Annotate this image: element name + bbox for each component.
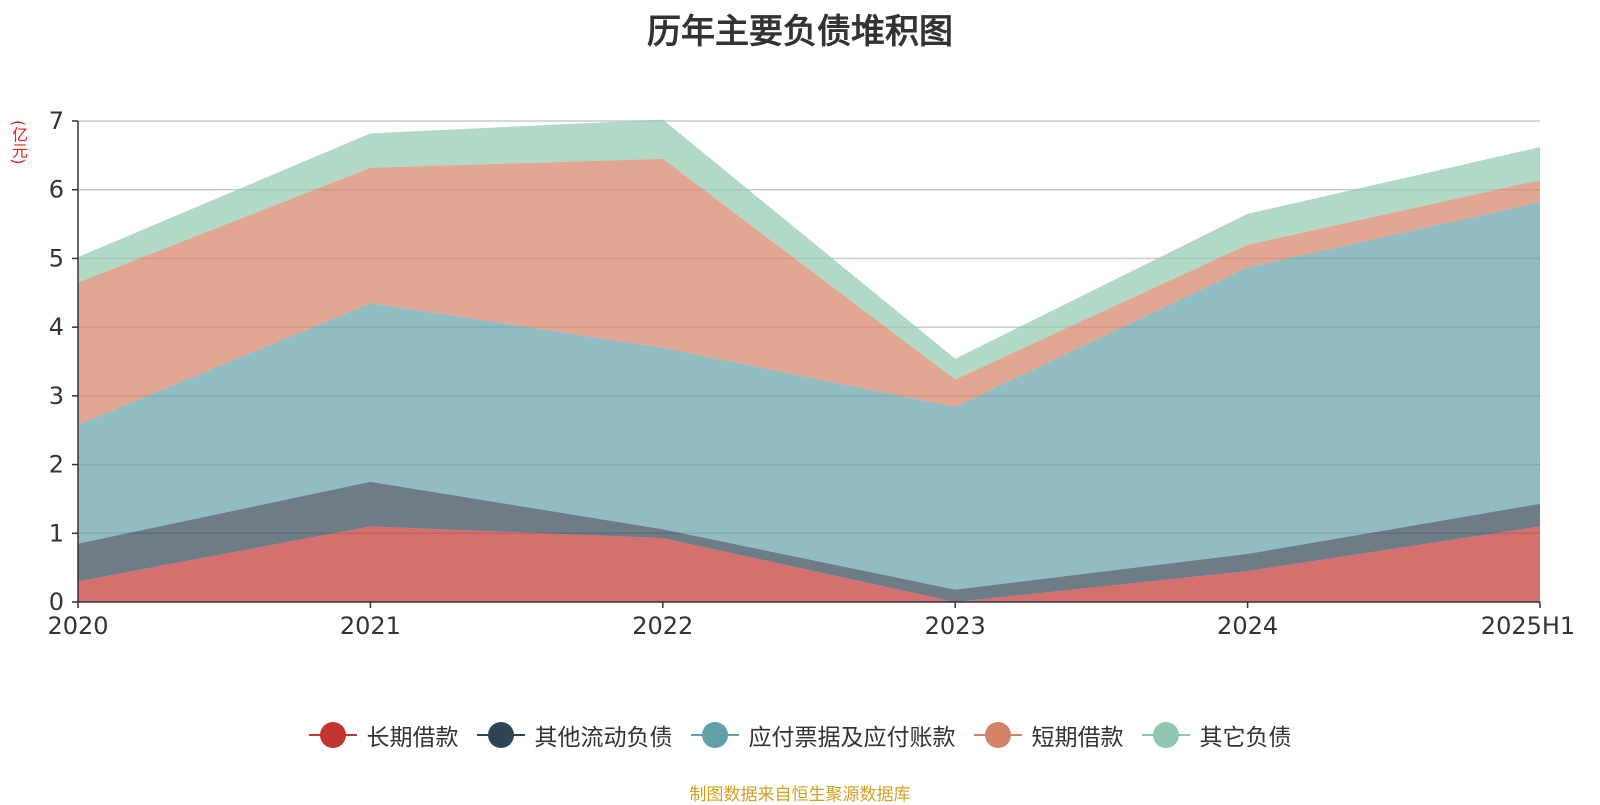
legend-marker-icon	[973, 722, 1022, 748]
legend-item-5[interactable]: 其它负债	[1141, 718, 1292, 752]
legend-marker-icon	[1141, 722, 1190, 748]
area-series	[78, 119, 1540, 602]
y-tick-label: 3	[49, 382, 64, 410]
x-tick-label: 2022	[632, 612, 693, 640]
area-series-2	[78, 481, 1540, 602]
y-axis-unit: (亿元)	[9, 120, 28, 165]
legend-label: 其他流动负债	[534, 725, 673, 751]
area-series-3	[78, 202, 1540, 590]
source-note: 制图数据来自恒生聚源数据库	[689, 785, 911, 805]
x-tick-label: 2020	[47, 612, 108, 640]
y-tick-label: 4	[49, 313, 64, 341]
x-tick-label: 2021	[340, 612, 401, 640]
y-tick-label: 0	[49, 588, 64, 616]
legend-marker-icon	[690, 722, 739, 748]
legend-item-2[interactable]: 其他流动负债	[476, 718, 673, 752]
legend-item-3[interactable]: 应付票据及应付账款	[690, 718, 956, 752]
area-series-4	[78, 158, 1540, 425]
y-tick-label: 1	[49, 519, 64, 547]
area-series-1	[78, 526, 1540, 602]
legend-label: 长期借款	[366, 725, 459, 751]
legend-item-4[interactable]: 短期借款	[973, 718, 1124, 752]
y-tick-label: 7	[49, 107, 64, 135]
axes: 0 1 2 3 4 5 6 7 2020 2021 2022 2023 2024 2025H1	[47, 107, 1575, 640]
legend-marker-icon	[308, 722, 357, 748]
y-tick-label: 6	[49, 176, 64, 204]
y-tick-label: 2	[49, 451, 64, 479]
x-tick-label: 2023	[925, 612, 986, 640]
area-series-5	[78, 119, 1540, 380]
legend-label: 短期借款	[1031, 725, 1124, 751]
legend: 长期借款 其他流动负债 应付票据及应付账款 短期借款 其它负债	[0, 718, 1600, 752]
x-tick-label: 2025H1	[1481, 612, 1575, 640]
legend-item-1[interactable]: 长期借款	[308, 718, 459, 752]
x-tick-label: 2024	[1217, 612, 1278, 640]
legend-marker-icon	[476, 722, 525, 748]
y-tick-label: 5	[49, 244, 64, 272]
legend-label: 应付票据及应付账款	[748, 725, 956, 751]
chart-title: 历年主要负债堆积图	[647, 12, 953, 52]
legend-label: 其它负债	[1199, 725, 1292, 751]
